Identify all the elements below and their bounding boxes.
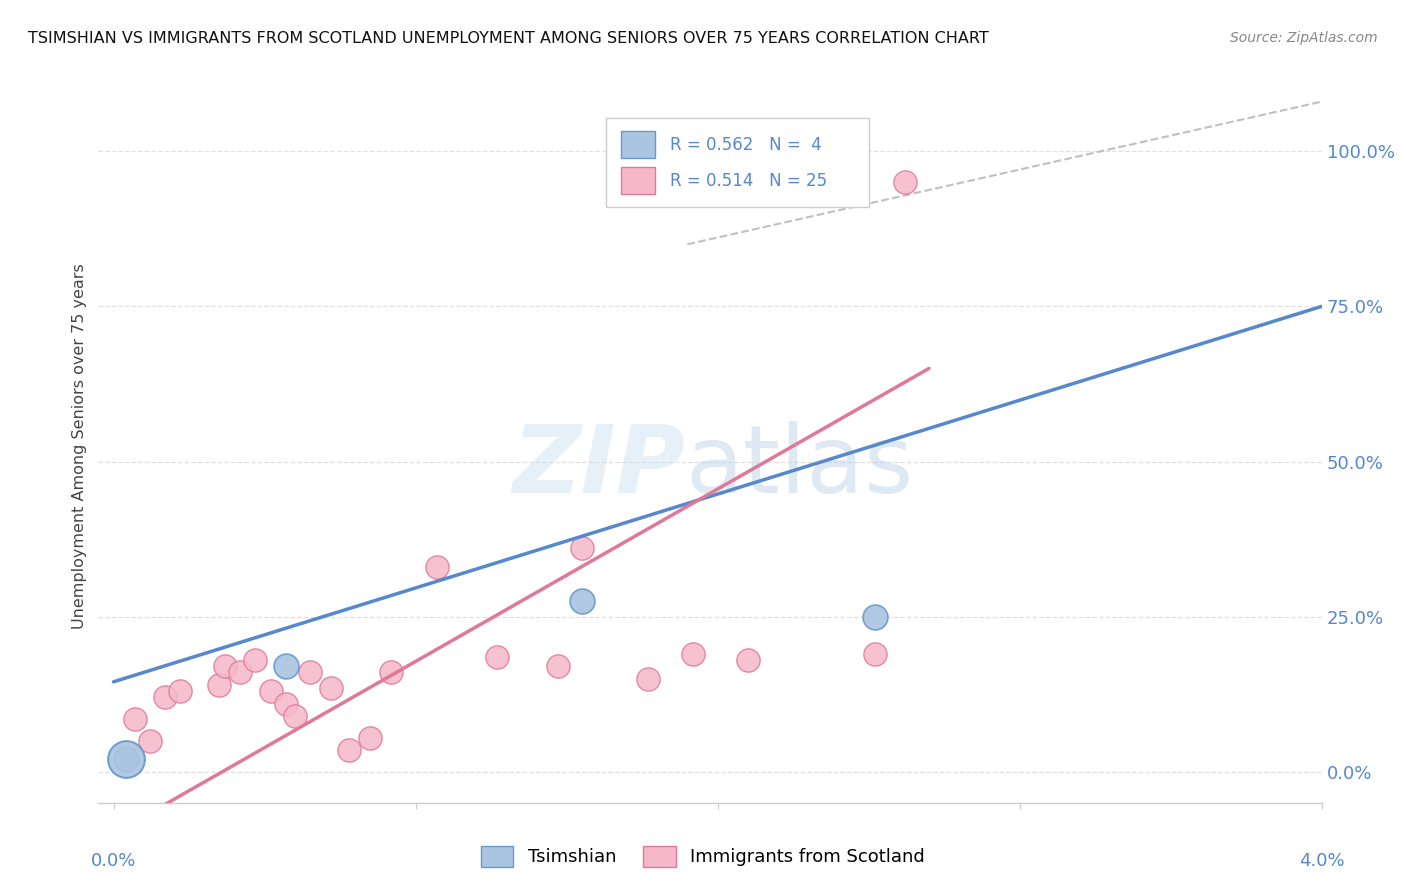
Point xyxy=(571,594,593,608)
Point xyxy=(863,647,886,661)
Text: 0.0%: 0.0% xyxy=(91,853,136,871)
Legend: Tsimshian, Immigrants from Scotland: Tsimshian, Immigrants from Scotland xyxy=(474,838,932,874)
Point xyxy=(863,609,886,624)
FancyBboxPatch shape xyxy=(606,118,869,207)
Point xyxy=(637,672,659,686)
Point xyxy=(284,709,307,723)
Point xyxy=(894,175,917,189)
Text: ZIP: ZIP xyxy=(513,421,686,514)
Point xyxy=(319,681,342,695)
Point xyxy=(114,752,136,766)
Text: R = 0.562   N =  4: R = 0.562 N = 4 xyxy=(669,136,821,153)
Point xyxy=(124,712,146,726)
Point xyxy=(139,733,162,747)
Text: 4.0%: 4.0% xyxy=(1299,853,1344,871)
Text: Source: ZipAtlas.com: Source: ZipAtlas.com xyxy=(1230,31,1378,45)
Point xyxy=(274,659,297,673)
Point xyxy=(274,697,297,711)
Point xyxy=(359,731,381,745)
Point xyxy=(114,752,136,766)
Point xyxy=(547,659,569,673)
Point xyxy=(153,690,176,705)
Point xyxy=(298,665,321,680)
Point xyxy=(486,650,509,665)
Point xyxy=(380,665,402,680)
Point xyxy=(229,665,252,680)
FancyBboxPatch shape xyxy=(620,167,655,194)
Point xyxy=(571,541,593,556)
Point xyxy=(682,647,704,661)
Text: atlas: atlas xyxy=(686,421,914,514)
Point xyxy=(259,684,281,698)
Point xyxy=(682,145,704,159)
Point xyxy=(737,653,759,667)
Point xyxy=(208,678,231,692)
Point xyxy=(337,743,360,757)
Y-axis label: Unemployment Among Seniors over 75 years: Unemployment Among Seniors over 75 years xyxy=(72,263,87,629)
Point xyxy=(214,659,236,673)
Text: TSIMSHIAN VS IMMIGRANTS FROM SCOTLAND UNEMPLOYMENT AMONG SENIORS OVER 75 YEARS C: TSIMSHIAN VS IMMIGRANTS FROM SCOTLAND UN… xyxy=(28,31,988,46)
Point xyxy=(169,684,191,698)
Point xyxy=(426,560,449,574)
Text: R = 0.514   N = 25: R = 0.514 N = 25 xyxy=(669,171,827,189)
Point xyxy=(245,653,267,667)
FancyBboxPatch shape xyxy=(620,131,655,159)
